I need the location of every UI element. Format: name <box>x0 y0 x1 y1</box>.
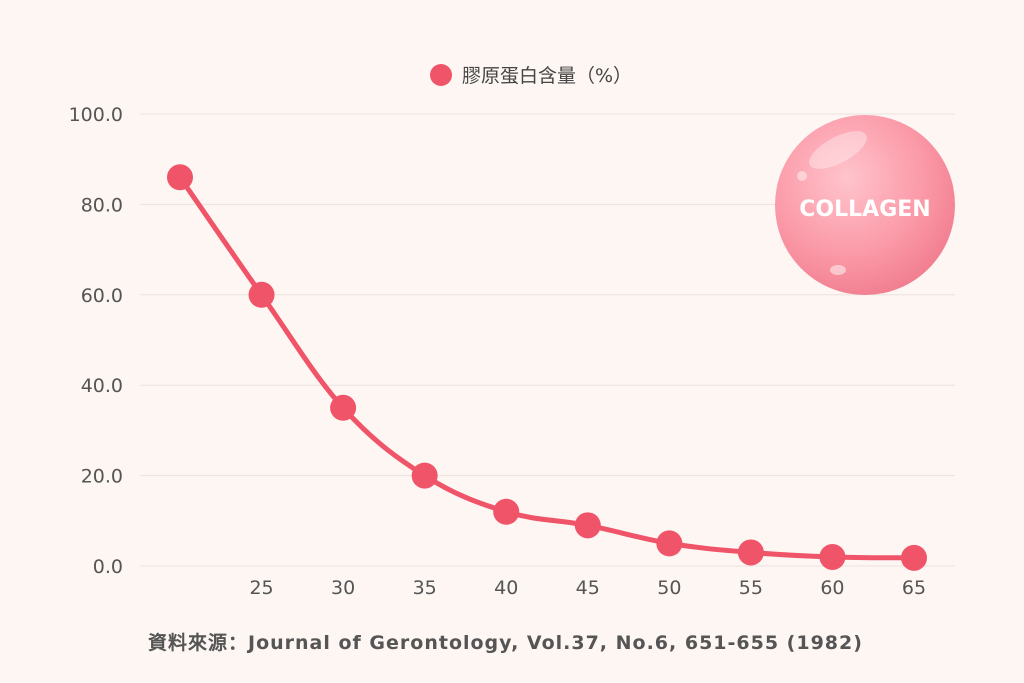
x-tick-label: 65 <box>902 577 926 599</box>
data-point <box>330 394 357 421</box>
y-tick-label: 0.0 <box>93 556 123 578</box>
data-point <box>167 164 193 191</box>
x-tick-label: 30 <box>331 577 355 599</box>
source-citation: 資料來源：Journal of Gerontology, Vol.37, No.… <box>148 632 863 654</box>
y-axis-ticks: 0.0 20.0 40.0 60.0 80.0 100.0 <box>69 104 123 578</box>
x-tick-label: 55 <box>739 577 763 599</box>
data-point <box>493 498 520 525</box>
collagen-badge-icon: COLLAGEN <box>775 115 955 295</box>
x-tick-label: 50 <box>657 577 681 599</box>
x-tick-label: 40 <box>494 577 518 599</box>
series-layer <box>167 164 927 571</box>
data-point <box>901 544 927 571</box>
x-axis-ticks: 25 30 35 40 45 50 55 60 65 <box>249 577 926 599</box>
y-tick-label: 40.0 <box>81 375 123 397</box>
series-line <box>177 174 917 561</box>
x-tick-label: 35 <box>413 577 437 599</box>
legend: 膠原蛋白含量（%） <box>430 64 632 87</box>
data-point <box>656 530 683 557</box>
data-point <box>819 543 846 570</box>
badge-label: COLLAGEN <box>799 197 930 222</box>
data-point <box>737 539 764 566</box>
data-point <box>248 281 275 308</box>
x-tick-label: 60 <box>820 577 844 599</box>
legend-marker <box>430 64 452 86</box>
data-point <box>411 462 438 489</box>
grid-lines <box>140 113 955 567</box>
x-tick-label: 25 <box>249 577 273 599</box>
legend-label: 膠原蛋白含量（%） <box>462 65 632 87</box>
x-tick-label: 45 <box>576 577 600 599</box>
y-tick-label: 60.0 <box>81 285 123 307</box>
y-tick-label: 80.0 <box>81 194 123 216</box>
y-tick-label: 20.0 <box>81 466 123 488</box>
data-point <box>574 512 601 539</box>
y-tick-label: 100.0 <box>69 104 123 126</box>
